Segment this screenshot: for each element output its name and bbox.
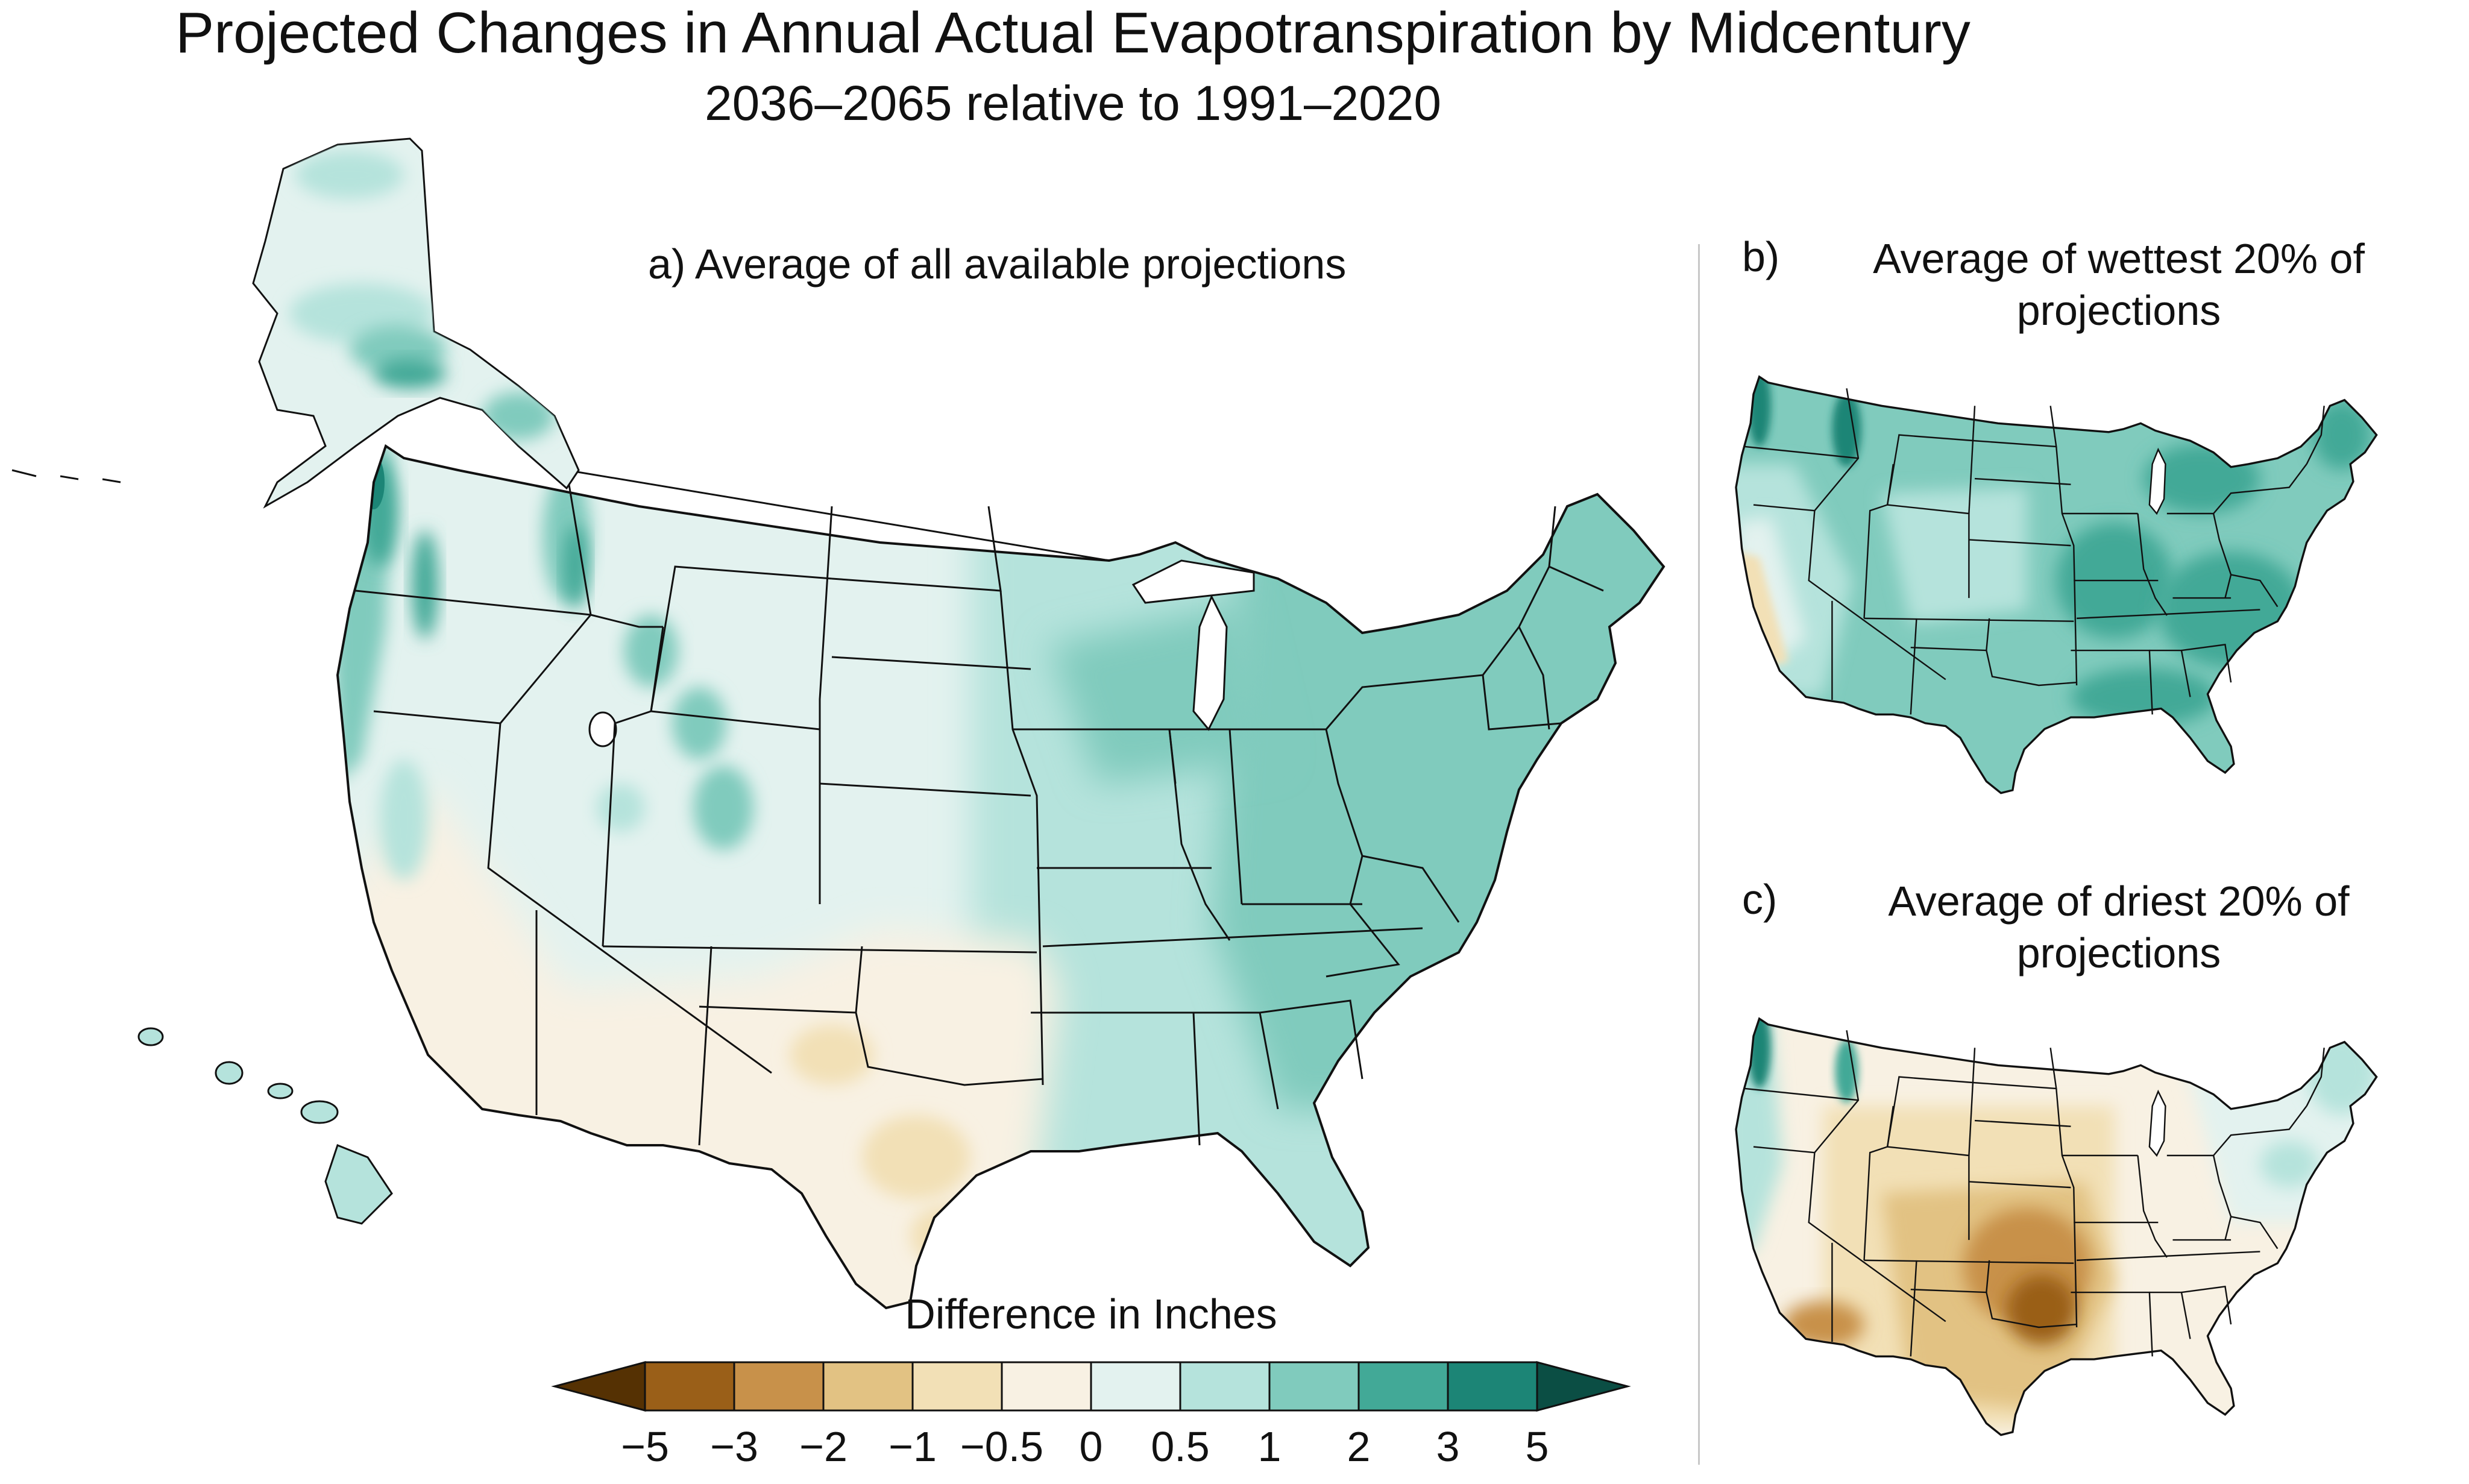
panel-a-map bbox=[336, 445, 1665, 1309]
legend-swatch bbox=[911, 1361, 1003, 1412]
legend-arrow-low bbox=[551, 1361, 646, 1412]
legend-tick-label: −3 bbox=[710, 1423, 758, 1470]
legend-tick-label: 5 bbox=[1525, 1423, 1549, 1470]
legend-tick-label: −5 bbox=[621, 1423, 669, 1470]
figure-subtitle: 2036–2065 relative to 1991–2020 bbox=[705, 76, 1441, 131]
hawaii-inset bbox=[137, 1027, 393, 1225]
legend-swatch bbox=[1447, 1361, 1538, 1412]
color-legend-bar bbox=[551, 1361, 1631, 1412]
legend-tick-label: 3 bbox=[1436, 1423, 1460, 1470]
panel-c-letter: c) bbox=[1742, 876, 1778, 923]
legend-swatch bbox=[644, 1361, 735, 1412]
panel-b-letter: b) bbox=[1742, 233, 1780, 280]
panel-c-title: Average of driest 20% of projections bbox=[1888, 878, 2350, 976]
legend-tick-label: −2 bbox=[799, 1423, 848, 1470]
legend-swatch bbox=[1090, 1361, 1181, 1412]
panel-a-title: a) Average of all available projections bbox=[648, 241, 1347, 288]
legend-swatch bbox=[822, 1361, 914, 1412]
legend-title: Difference in Inches bbox=[905, 1291, 1277, 1338]
panel-a-state-lines bbox=[355, 469, 1604, 1146]
alaska-inset bbox=[11, 137, 580, 509]
legend-tick-label: 1 bbox=[1257, 1423, 1282, 1470]
figure-title: Projected Changes in Annual Actual Evapo… bbox=[175, 1, 1970, 65]
legend-swatch bbox=[1357, 1361, 1449, 1412]
panel-c-map bbox=[1735, 1017, 2378, 1436]
panel-b-title: Average of wettest 20% of projections bbox=[1873, 235, 2365, 334]
legend-tick-label: 0.5 bbox=[1151, 1423, 1210, 1470]
legend-tick-label: −1 bbox=[889, 1423, 937, 1470]
legend-swatch bbox=[1001, 1361, 1092, 1412]
legend-swatch bbox=[733, 1361, 825, 1412]
legend-tick-label: −0.5 bbox=[960, 1423, 1044, 1470]
legend-swatch bbox=[1179, 1361, 1271, 1412]
legend-swatch bbox=[1268, 1361, 1360, 1412]
legend-tick-label: 2 bbox=[1347, 1423, 1371, 1470]
legend-tick-label: 0 bbox=[1079, 1423, 1103, 1470]
panel-b-map bbox=[1735, 376, 2378, 794]
panel-divider bbox=[1698, 244, 1700, 1465]
legend-arrow-high bbox=[1536, 1361, 1631, 1412]
